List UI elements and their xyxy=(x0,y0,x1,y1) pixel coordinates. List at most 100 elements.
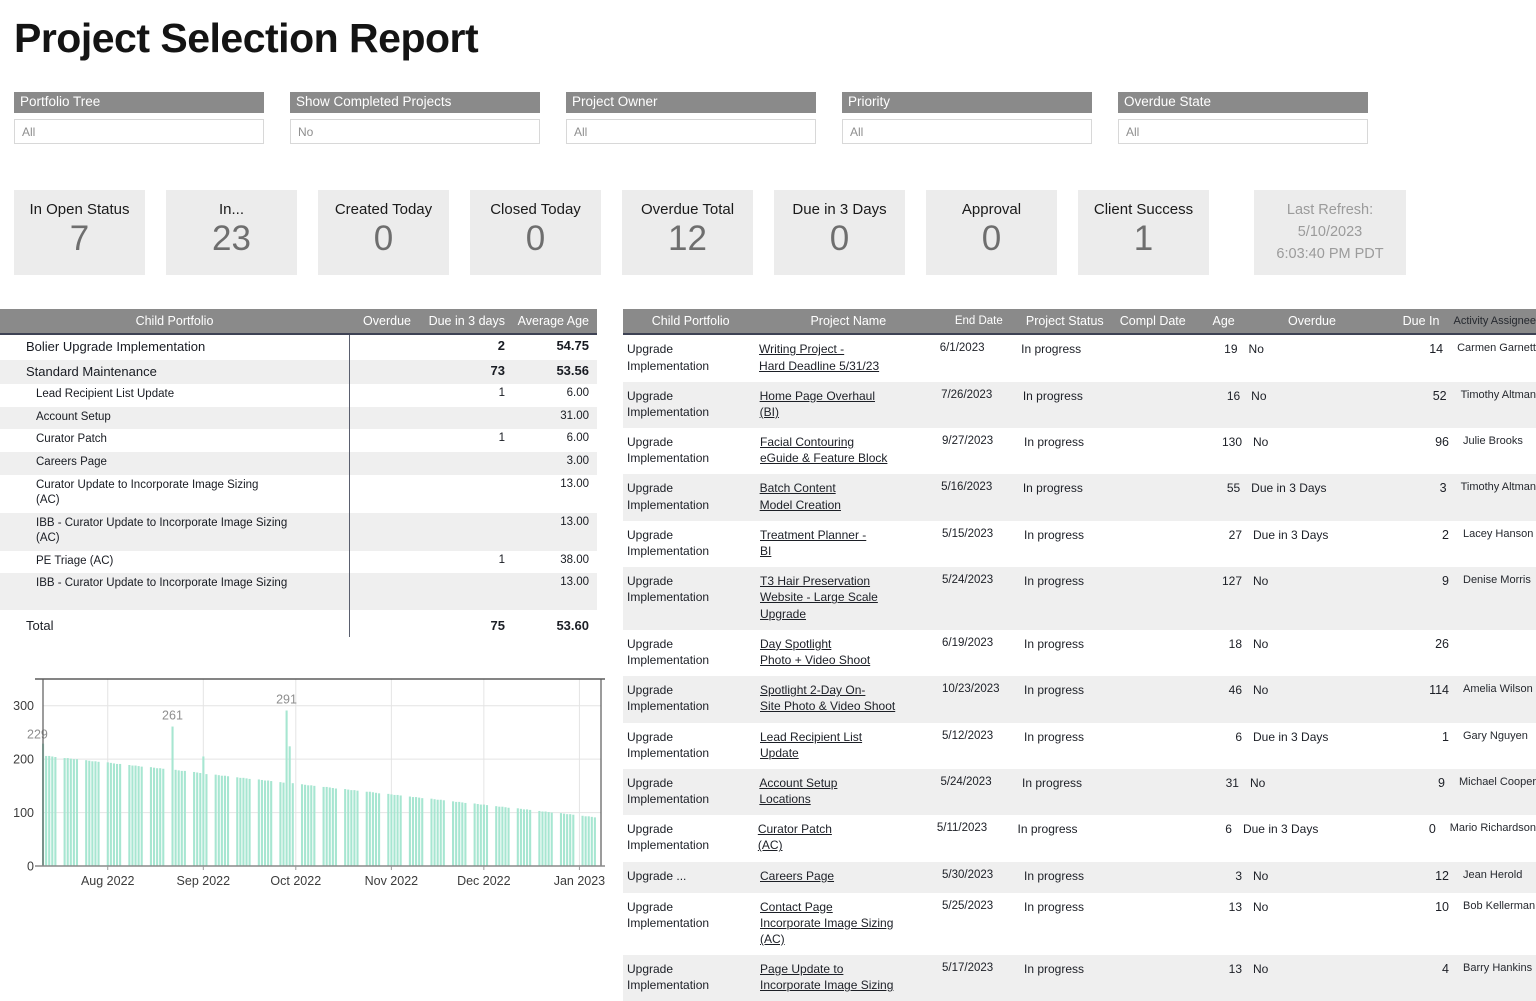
bar xyxy=(418,797,420,865)
bar xyxy=(529,809,531,865)
cell-project-status: In progress xyxy=(1024,729,1116,745)
project-link[interactable]: Treatment Planner - xyxy=(760,527,942,543)
summary-table-row[interactable]: PE Triage (AC)138.00 xyxy=(0,551,597,574)
portfolio-text: Upgrade Implementation xyxy=(627,434,735,466)
bar xyxy=(443,800,445,866)
project-link[interactable]: Page Update to xyxy=(760,961,942,977)
filter-input-show-completed-projects[interactable]: No xyxy=(290,119,540,144)
cell-project-name: Writing Project -Hard Deadline 5/31/23 xyxy=(759,341,940,373)
summary-table-row[interactable]: IBB - Curator Update to Incorporate Imag… xyxy=(0,573,597,610)
filter-input-priority[interactable]: All xyxy=(842,119,1092,144)
project-link[interactable]: Locations xyxy=(759,791,940,807)
project-link[interactable]: Update xyxy=(760,745,942,761)
summary-table-row[interactable]: Curator Update to Incorporate Image Sizi… xyxy=(0,475,597,513)
cell-age: 13 xyxy=(1202,899,1242,915)
project-link[interactable]: Day Spotlight xyxy=(760,636,942,652)
filter-input-project-owner[interactable]: All xyxy=(566,119,816,144)
bar xyxy=(498,806,500,865)
bar xyxy=(245,778,247,866)
project-link[interactable]: BI xyxy=(760,543,942,559)
cell-project-status: In progress xyxy=(1024,573,1116,589)
cell-project-name: Careers Page xyxy=(760,868,942,884)
x-tick-label-4: Dec 2022 xyxy=(457,874,511,888)
cell-child-portfolio: Lead Recipient List Update xyxy=(0,387,349,403)
project-link[interactable]: Incorporate Image Sizing xyxy=(760,977,942,993)
kpi-value-client-success: 1 xyxy=(1078,219,1209,259)
summary-table-row[interactable]: Bolier Upgrade Implementation254.75 xyxy=(0,335,597,360)
portfolio-text: Upgrade Implementation xyxy=(627,527,735,559)
summary-table-row[interactable]: Curator Patch16.00 xyxy=(0,429,597,452)
cell-average-age: 31.00 xyxy=(505,410,597,422)
cell-project-status: In progress xyxy=(1024,636,1116,652)
project-link[interactable]: Lead Recipient List xyxy=(760,729,942,745)
bar xyxy=(64,758,66,866)
bar xyxy=(344,789,346,866)
project-link[interactable]: eGuide & Feature Block xyxy=(760,450,942,466)
project-link[interactable]: (AC) xyxy=(758,837,937,853)
project-link[interactable]: Writing Project - xyxy=(759,341,940,357)
project-link[interactable]: Incorporate Image Sizing xyxy=(760,915,942,931)
project-link[interactable]: Hard Deadline 5/31/23 xyxy=(759,358,940,374)
cell-child-portfolio: Upgrade Implementation xyxy=(623,821,758,853)
bar xyxy=(440,799,442,865)
projects-table-row: Upgrade ImplementationT3 Hair Preservati… xyxy=(623,567,1536,630)
last-refresh-card: Last Refresh:5/10/20236:03:40 PM PDT xyxy=(1254,190,1406,275)
filter-label-overdue-state: Overdue State xyxy=(1118,92,1368,113)
project-link[interactable]: Contact Page xyxy=(760,899,942,915)
portfolio-name-line: IBB - Curator Update to Incorporate Imag… xyxy=(36,516,349,532)
summary-header-average-age: Average Age xyxy=(505,314,597,328)
project-link[interactable]: Site Photo & Video Shoot xyxy=(760,698,942,714)
bar-annotation-229: 229 xyxy=(27,727,48,741)
summary-header-overdue: Overdue xyxy=(349,314,411,328)
kpi-card-created-today: Created Today0 xyxy=(318,190,449,275)
project-link[interactable]: Spotlight 2-Day On- xyxy=(760,682,942,698)
project-link[interactable]: Careers Page xyxy=(760,868,942,884)
filter-input-portfolio-tree[interactable]: All xyxy=(14,119,264,144)
project-link[interactable]: Model Creation xyxy=(760,497,941,513)
project-link[interactable]: Home Page Overhaul xyxy=(760,388,941,404)
bar xyxy=(545,811,547,866)
bar xyxy=(85,760,87,866)
kpi-card-overdue-total: Overdue Total12 xyxy=(622,190,753,275)
bar xyxy=(520,808,522,865)
cell-activity-assignee: Barry Hankins xyxy=(1449,961,1536,976)
kpi-label-client-success: Client Success xyxy=(1078,201,1209,218)
summary-table-row[interactable]: Lead Recipient List Update16.00 xyxy=(0,384,597,407)
bar xyxy=(421,798,423,866)
cell-activity-assignee: Lacey Hanson xyxy=(1449,527,1536,542)
filter-input-overdue-state[interactable]: All xyxy=(1118,119,1368,144)
project-link[interactable]: T3 Hair Preservation xyxy=(760,573,942,589)
summary-table-row[interactable]: Account Setup 31.00 xyxy=(0,407,597,430)
cell-due-in: 9 xyxy=(1387,573,1449,590)
cell-child-portfolio: Account Setup xyxy=(0,410,349,426)
bar xyxy=(563,813,565,865)
cell-end-date: 5/16/2023 xyxy=(941,480,1023,496)
portfolio-text: Upgrade Implementation xyxy=(627,961,735,993)
cell-project-status: In progress xyxy=(1024,434,1116,450)
project-link[interactable]: Photo + Video Shoot xyxy=(760,652,942,668)
bar xyxy=(393,795,395,866)
filter-label-portfolio-tree: Portfolio Tree xyxy=(14,92,264,113)
cell-due-in: 14 xyxy=(1382,341,1444,358)
project-link[interactable]: Website - Large Scale xyxy=(760,589,942,605)
project-link[interactable]: Facial Contouring xyxy=(760,434,942,450)
summary-table-row[interactable]: Standard Maintenance7353.56 xyxy=(0,360,597,385)
summary-table-row[interactable]: Careers Page3.00 xyxy=(0,452,597,475)
bar xyxy=(304,784,306,865)
bar xyxy=(594,817,596,866)
project-link[interactable]: Account Setup xyxy=(759,775,940,791)
cell-due-in-3-days: 73 xyxy=(411,363,505,378)
bar xyxy=(480,804,482,865)
project-link[interactable]: (BI) xyxy=(760,404,941,420)
kpi-card-client-success: Client Success1 xyxy=(1078,190,1209,275)
project-link[interactable]: Batch Content xyxy=(760,480,941,496)
portfolio-text: Upgrade Implementation xyxy=(627,899,735,931)
project-link[interactable]: (AC) xyxy=(760,931,942,947)
cell-end-date: 6/19/2023 xyxy=(942,636,1024,652)
bar xyxy=(329,787,331,866)
cell-overdue: No xyxy=(1242,868,1387,884)
summary-table-row[interactable]: IBB - Curator Update to Incorporate Imag… xyxy=(0,513,597,551)
bar xyxy=(150,767,152,866)
project-link[interactable]: Curator Patch xyxy=(758,821,937,837)
project-link[interactable]: Upgrade xyxy=(760,606,942,622)
